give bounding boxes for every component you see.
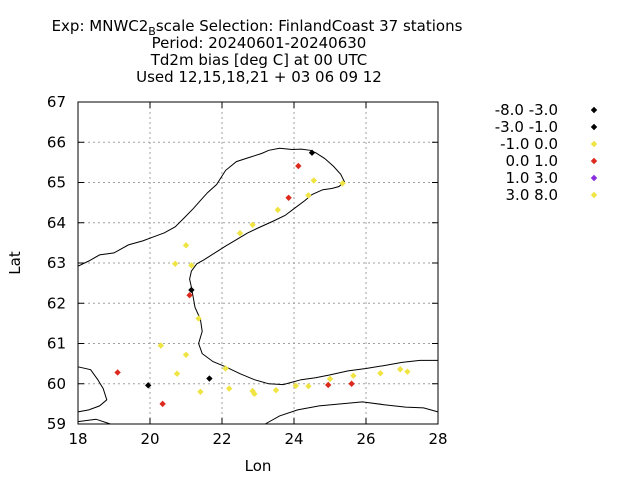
station-point xyxy=(182,351,190,358)
station-point xyxy=(157,342,164,349)
legend-marker xyxy=(590,174,598,182)
station-point xyxy=(249,221,256,228)
station-point xyxy=(186,292,193,299)
station-point xyxy=(326,375,334,383)
legend-marker xyxy=(590,140,598,148)
chart-title-line4: Used 12,15,18,21 + 03 06 09 12 xyxy=(136,68,382,86)
title-line1-suffix: scale Selection: FinlandCoast 37 station… xyxy=(156,17,463,35)
y-tick-label: 64 xyxy=(47,214,66,232)
station-point xyxy=(226,385,233,392)
station-point xyxy=(285,194,292,201)
y-axis-label: Lat xyxy=(6,251,24,275)
station-point xyxy=(114,369,121,376)
x-tick-label: 20 xyxy=(140,430,159,448)
legend-marker xyxy=(590,191,598,199)
legend-marker xyxy=(590,123,598,131)
station-point xyxy=(206,375,213,382)
y-tick-label: 62 xyxy=(47,294,66,312)
grid-lines xyxy=(78,102,438,424)
x-tick-label: 24 xyxy=(284,430,303,448)
chart-title-line2: Period: 20240601-20240630 xyxy=(152,34,367,52)
coastline xyxy=(77,147,439,425)
y-tick-label: 67 xyxy=(47,93,66,111)
station-point xyxy=(308,149,316,156)
station-point xyxy=(172,260,179,268)
legend-marker xyxy=(590,106,598,114)
station-point xyxy=(350,372,357,379)
station-point xyxy=(305,382,312,390)
chart-title-line1: Exp: MNWC2Bscale Selection: FinlandCoast… xyxy=(52,17,463,38)
x-tick-label: 26 xyxy=(356,430,375,448)
station-point xyxy=(197,388,204,395)
legend-label: -8.0 -3.0 xyxy=(495,101,558,119)
station-point xyxy=(292,382,299,389)
station-point xyxy=(305,192,312,199)
station-point xyxy=(145,382,152,389)
legend: -8.0 -3.0-3.0 -1.0-1.0 0.00.0 1.01.0 3.0… xyxy=(495,101,598,204)
legend-label: 3.0 8.0 xyxy=(506,186,558,204)
legend-label: 1.0 3.0 xyxy=(506,169,558,187)
legend-label: 0.0 1.0 xyxy=(506,152,558,170)
y-tick-label: 60 xyxy=(47,375,66,393)
station-point xyxy=(182,242,190,249)
legend-label: -1.0 0.0 xyxy=(500,135,558,153)
station-point xyxy=(188,286,195,294)
y-tick-label: 63 xyxy=(47,254,66,272)
station-point xyxy=(195,315,202,322)
station-point xyxy=(274,206,281,214)
x-tick-label: 18 xyxy=(68,430,87,448)
chart-title-line3: Td2m bias [deg C] at 00 UTC xyxy=(150,51,368,69)
station-point xyxy=(295,162,302,170)
y-tick-label: 66 xyxy=(47,133,66,151)
coastline-segment xyxy=(77,418,111,425)
station-point xyxy=(222,365,229,372)
x-tick-label: 28 xyxy=(428,430,447,448)
station-point xyxy=(188,262,195,269)
coastline-segment xyxy=(77,366,108,413)
station-point xyxy=(173,370,181,377)
station-point xyxy=(348,380,355,387)
coastline-segment xyxy=(77,147,438,386)
legend-label: -3.0 -1.0 xyxy=(495,118,558,136)
axis-ticks: 18 20 22 24 26 28 59 60 61 62 63 64 65 66 67 xyxy=(47,93,448,448)
x-axis-label: Lon xyxy=(245,457,272,475)
station-point xyxy=(251,390,258,398)
station-point xyxy=(159,400,166,408)
y-tick-label: 61 xyxy=(47,335,66,353)
coastline-segment xyxy=(264,401,439,425)
title-line1-sub: B xyxy=(148,25,156,38)
y-tick-label: 59 xyxy=(47,415,66,433)
y-tick-label: 65 xyxy=(47,174,66,192)
data-points xyxy=(114,149,411,408)
station-point xyxy=(377,370,384,377)
station-point xyxy=(397,366,404,373)
title-line1-prefix: Exp: MNWC2 xyxy=(52,17,149,35)
station-point xyxy=(236,230,244,237)
station-point xyxy=(310,177,317,184)
station-point xyxy=(325,381,332,389)
x-tick-label: 22 xyxy=(212,430,231,448)
station-point xyxy=(339,180,346,187)
legend-marker xyxy=(590,157,598,165)
station-point xyxy=(404,368,411,375)
station-point xyxy=(272,386,280,394)
